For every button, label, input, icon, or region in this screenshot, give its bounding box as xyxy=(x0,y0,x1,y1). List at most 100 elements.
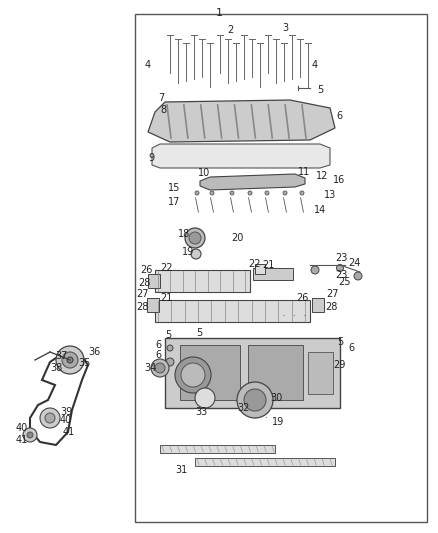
Text: 12: 12 xyxy=(316,171,328,181)
Text: 19: 19 xyxy=(272,417,284,427)
Text: 3: 3 xyxy=(282,23,288,33)
Text: 18: 18 xyxy=(178,229,190,239)
Circle shape xyxy=(265,191,269,195)
Text: 26: 26 xyxy=(140,265,152,275)
Bar xyxy=(147,298,159,312)
Text: 40: 40 xyxy=(60,415,72,425)
Text: 27: 27 xyxy=(326,289,339,299)
Text: 36: 36 xyxy=(88,347,100,357)
Text: 28: 28 xyxy=(138,278,150,288)
Circle shape xyxy=(195,388,215,408)
Polygon shape xyxy=(152,144,330,168)
Text: 25: 25 xyxy=(338,277,350,287)
Bar xyxy=(255,264,265,274)
Circle shape xyxy=(56,346,84,374)
Text: 38: 38 xyxy=(50,363,62,373)
Circle shape xyxy=(195,191,199,195)
Text: 30: 30 xyxy=(270,393,282,403)
Circle shape xyxy=(283,191,287,195)
Circle shape xyxy=(244,389,266,411)
Text: 5: 5 xyxy=(317,85,323,95)
Text: 5: 5 xyxy=(337,337,343,347)
Text: 1: 1 xyxy=(215,8,223,18)
Circle shape xyxy=(27,432,33,438)
Text: 23: 23 xyxy=(335,253,347,263)
Polygon shape xyxy=(148,100,335,142)
Text: 8: 8 xyxy=(160,105,166,115)
Text: 32: 32 xyxy=(237,403,249,413)
Text: 23: 23 xyxy=(335,270,347,280)
Bar xyxy=(195,458,335,466)
Text: ·  ·  ·: · · · xyxy=(282,311,307,321)
Text: 2: 2 xyxy=(227,25,233,35)
Text: 16: 16 xyxy=(333,175,345,185)
Circle shape xyxy=(155,363,165,373)
Circle shape xyxy=(237,382,273,418)
Bar xyxy=(308,352,333,394)
Text: 20: 20 xyxy=(231,233,244,243)
Circle shape xyxy=(300,191,304,195)
Circle shape xyxy=(185,228,205,248)
Text: 40: 40 xyxy=(16,423,28,433)
Text: 14: 14 xyxy=(314,205,326,215)
Text: 39: 39 xyxy=(60,407,72,417)
Text: 33: 33 xyxy=(195,407,207,417)
Bar xyxy=(180,345,240,400)
Text: 21: 21 xyxy=(160,293,173,303)
Text: 17: 17 xyxy=(168,197,180,207)
Circle shape xyxy=(191,249,201,259)
Bar xyxy=(165,338,340,408)
Bar xyxy=(253,268,293,280)
Text: 9: 9 xyxy=(148,153,154,163)
Bar xyxy=(135,14,427,522)
Circle shape xyxy=(248,191,252,195)
Text: 28: 28 xyxy=(136,302,148,312)
Circle shape xyxy=(181,363,205,387)
Text: 31: 31 xyxy=(175,465,187,475)
Bar xyxy=(312,298,324,312)
Text: 34: 34 xyxy=(144,363,156,373)
Text: 19: 19 xyxy=(182,247,194,257)
Text: 37: 37 xyxy=(55,351,67,361)
Text: 29: 29 xyxy=(333,360,346,370)
Circle shape xyxy=(354,272,362,280)
Circle shape xyxy=(62,352,78,368)
Text: 6: 6 xyxy=(155,340,161,350)
Text: 7: 7 xyxy=(158,93,164,103)
Circle shape xyxy=(45,413,55,423)
Text: 13: 13 xyxy=(324,190,336,200)
Text: 5: 5 xyxy=(165,330,171,340)
Text: 5: 5 xyxy=(196,328,202,338)
Circle shape xyxy=(151,359,169,377)
Text: 10: 10 xyxy=(198,168,210,178)
Bar xyxy=(148,274,160,288)
Text: 41: 41 xyxy=(16,435,28,445)
Text: 15: 15 xyxy=(168,183,180,193)
Text: 22: 22 xyxy=(248,259,261,269)
Circle shape xyxy=(230,191,234,195)
Bar xyxy=(248,345,303,400)
Bar xyxy=(160,445,275,453)
Text: 11: 11 xyxy=(298,167,310,177)
Text: 6: 6 xyxy=(348,343,354,353)
Text: ·  ·: · · xyxy=(254,413,268,423)
Circle shape xyxy=(40,408,60,428)
Text: 21: 21 xyxy=(262,260,274,270)
Text: 28: 28 xyxy=(325,302,337,312)
Circle shape xyxy=(175,357,211,393)
Text: 6: 6 xyxy=(336,111,342,121)
Text: 27: 27 xyxy=(136,289,148,299)
Text: 4: 4 xyxy=(145,60,151,70)
Text: 24: 24 xyxy=(348,258,360,268)
Text: 35: 35 xyxy=(78,358,90,368)
Polygon shape xyxy=(200,174,305,190)
Text: 4: 4 xyxy=(312,60,318,70)
Circle shape xyxy=(210,191,214,195)
Text: 26: 26 xyxy=(296,293,308,303)
Bar xyxy=(155,300,310,322)
Text: 41: 41 xyxy=(63,427,75,437)
Circle shape xyxy=(336,264,343,271)
Circle shape xyxy=(23,428,37,442)
Circle shape xyxy=(311,266,319,274)
Circle shape xyxy=(166,358,174,366)
